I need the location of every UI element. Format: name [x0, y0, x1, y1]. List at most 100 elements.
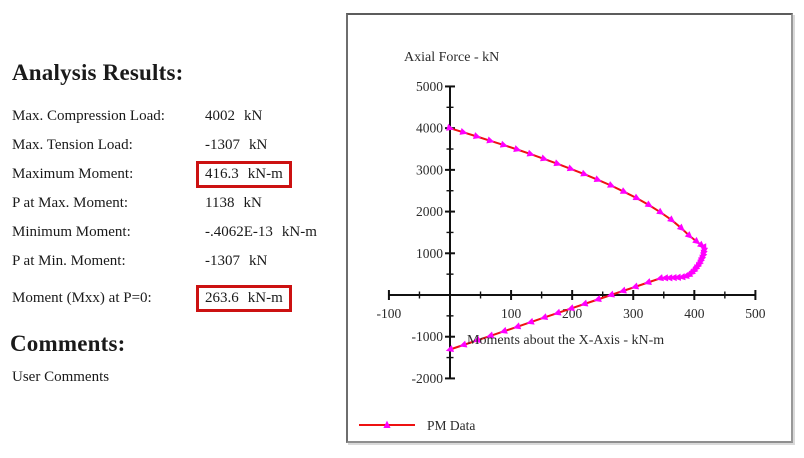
result-label: P at Min. Moment:	[12, 253, 126, 269]
pm-data-marker	[606, 290, 615, 298]
result-unit: kN	[249, 253, 268, 269]
result-unit: kN-m	[281, 224, 317, 240]
x-axis-title: Moments about the X-Axis - kN-m	[467, 333, 664, 348]
pm-data-marker	[593, 295, 602, 302]
pm-data-marker	[684, 231, 693, 239]
result-unit: kN-m	[247, 290, 283, 306]
result-row: Max. Compression Load: 4002 kN	[12, 102, 342, 131]
pm-data-marker	[513, 322, 522, 330]
result-label: Maximum Moment:	[12, 166, 134, 182]
pm-data-marker	[459, 127, 468, 135]
result-row: Moment (Mxx) at P=0: 263.6 kN-m	[12, 284, 342, 313]
pm-data-marker	[580, 299, 589, 307]
result-row: P at Min. Moment: -1307 kN	[12, 247, 342, 276]
pm-data-marker	[619, 187, 629, 194]
result-label: P at Max. Moment:	[12, 195, 129, 211]
pm-data-marker	[676, 223, 685, 232]
pm-data-marker	[656, 207, 665, 215]
pm-data-marker	[677, 273, 686, 281]
pm-data-marker	[445, 345, 454, 352]
result-label: Minimum Moment:	[12, 224, 131, 240]
result-number: -1307	[205, 253, 240, 269]
pm-data-marker	[618, 286, 627, 294]
comments-heading: Comments:	[10, 331, 126, 356]
result-value: -.4062E-13 kN-m	[205, 224, 317, 240]
pm-data-marker	[632, 193, 641, 201]
pm-data-marker	[580, 169, 589, 177]
pm-data-marker	[459, 340, 468, 348]
y-tick-label: 2000	[416, 204, 443, 219]
result-number: 1138	[205, 195, 235, 211]
result-row: Minimum Moment: -.4062E-13 kN-m	[12, 218, 342, 247]
pm-data-marker	[566, 164, 576, 172]
pm-data-marker	[486, 136, 495, 144]
pm-data-marker	[472, 132, 482, 140]
result-value: 4002 kN	[205, 108, 262, 124]
pm-data-marker	[446, 123, 455, 131]
pm-curve-markers	[445, 123, 709, 352]
x-tick-label: 300	[623, 306, 644, 321]
analysis-results-heading: Analysis Results:	[12, 60, 184, 85]
pm-data-marker	[553, 308, 562, 316]
result-number: -1307	[205, 137, 240, 153]
pm-data-marker	[566, 304, 575, 312]
result-label: Moment (Mxx) at P=0:	[12, 290, 152, 306]
y-axis-title: Axial Force - kN	[404, 50, 499, 65]
pm-data-marker	[499, 326, 508, 334]
result-value: 1138 kN	[205, 195, 262, 211]
y-tick-label: 1000	[416, 246, 443, 261]
legend-marker	[383, 420, 391, 428]
x-axis: -100 100 200 300 400 500	[377, 290, 766, 321]
pm-data-marker	[593, 175, 602, 182]
result-number: 263.6	[205, 290, 239, 306]
pm-interaction-chart-frame: -2000 -1000 1000 2000 3000 4000 5000 -100 100 200…	[346, 13, 793, 443]
pm-data-marker	[553, 159, 562, 167]
result-row: Max. Tension Load: -1307 kN	[12, 131, 342, 160]
y-tick-label: 5000	[416, 79, 443, 94]
pm-data-marker	[472, 336, 481, 343]
result-unit: kN	[249, 137, 268, 153]
chart-legend: PM Data	[359, 418, 475, 433]
y-tick-label: -2000	[412, 371, 444, 386]
user-comments-text: User Comments	[12, 369, 110, 385]
pm-data-marker	[607, 181, 616, 188]
pm-data-marker	[486, 331, 495, 339]
x-tick-label: -100	[377, 306, 402, 321]
result-unit: kN-m	[247, 166, 283, 182]
result-unit: kN	[244, 108, 263, 124]
pm-data-marker	[644, 200, 653, 208]
result-value: -1307 kN	[205, 137, 267, 153]
x-tick-label: 100	[501, 306, 522, 321]
pm-data-marker	[673, 273, 682, 281]
y-tick-label: -1000	[412, 329, 444, 344]
result-number: -.4062E-13	[205, 224, 273, 240]
pm-data-marker	[499, 140, 508, 148]
result-value-highlighted: 416.3 kN-m	[196, 161, 292, 188]
x-tick-label: 400	[684, 306, 705, 321]
x-tick-label: 500	[745, 306, 766, 321]
pm-data-marker	[539, 313, 549, 321]
result-label: Max. Compression Load:	[12, 108, 165, 124]
pm-data-marker	[630, 282, 640, 290]
result-label: Max. Tension Load:	[12, 137, 133, 153]
pm-data-marker	[692, 236, 701, 245]
y-tick-label: 3000	[416, 162, 443, 177]
pm-data-marker	[669, 273, 677, 282]
result-number: 416.3	[205, 166, 239, 182]
pm-data-marker	[526, 317, 535, 325]
pm-interaction-chart: -2000 -1000 1000 2000 3000 4000 5000 -100 100 200…	[359, 50, 766, 433]
result-value: -1307 kN	[205, 253, 267, 269]
pm-data-marker	[655, 274, 664, 282]
analysis-results-list: Max. Compression Load: 4002 kN Max. Tension…	[12, 102, 342, 313]
legend-label: PM Data	[427, 418, 475, 433]
y-tick-label: 4000	[416, 121, 443, 136]
pm-data-marker	[540, 154, 549, 162]
pm-data-marker	[513, 145, 522, 152]
pm-data-marker	[664, 274, 673, 282]
pm-data-marker	[643, 278, 652, 285]
result-number: 4002	[205, 108, 235, 124]
pm-data-marker	[667, 215, 676, 223]
result-row: P at Max. Moment: 1138 kN	[12, 189, 342, 218]
pm-data-marker	[660, 274, 669, 282]
